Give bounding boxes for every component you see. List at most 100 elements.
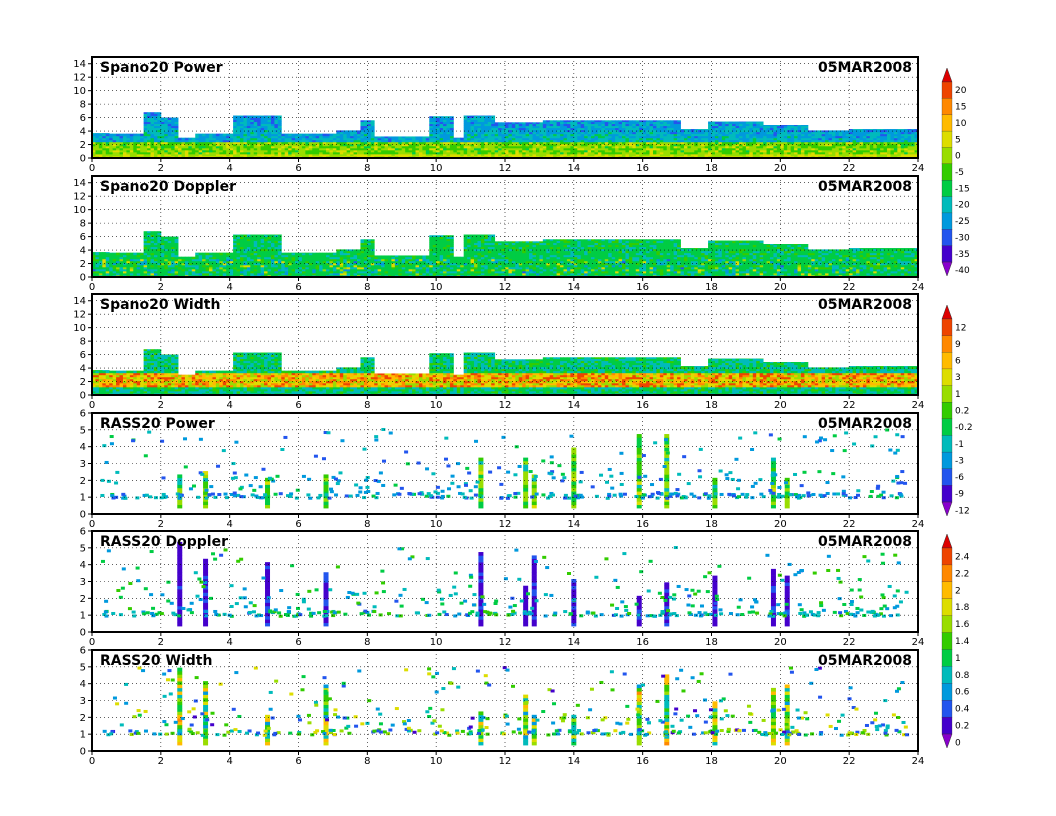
heatmap-cell: [831, 149, 836, 153]
heatmap-cell: [714, 151, 719, 155]
heatmap-cell: [783, 131, 788, 135]
heatmap-cell: [797, 131, 802, 135]
heatmap-cell: [563, 135, 568, 139]
heatmap-cell: [732, 123, 736, 127]
heatmap-cell: [463, 137, 468, 141]
heatmap-cell: [501, 135, 506, 139]
heatmap-cell: [119, 137, 124, 141]
heatmap-cell: [604, 147, 609, 151]
heatmap-cell: [140, 151, 145, 155]
heatmap-cell: [780, 139, 785, 143]
heatmap-cell: [911, 153, 915, 157]
heatmap-cell: [246, 246, 251, 250]
heatmap-cell: [763, 131, 767, 135]
heatmap-cell: [732, 149, 736, 153]
heatmap-cell: [601, 149, 606, 153]
heatmap-cell: [116, 135, 120, 139]
heatmap-cell: [670, 125, 675, 129]
heatmap-cell: [673, 139, 678, 143]
heatmap-cell: [250, 260, 255, 264]
heatmap-cell: [556, 139, 561, 143]
heatmap-cell: [122, 133, 127, 137]
heatmap-cell: [735, 143, 740, 147]
heatmap-cell: [522, 143, 527, 147]
heatmap-cell: [233, 266, 237, 270]
heatmap-cell: [136, 141, 141, 145]
heatmap-cell: [584, 125, 588, 129]
heatmap-cell: [129, 135, 134, 139]
heatmap-cell: [553, 147, 558, 151]
heatmap-cell: [295, 143, 299, 147]
heatmap-cell: [697, 151, 702, 155]
heatmap-cell: [353, 151, 358, 155]
heatmap-cell: [98, 260, 103, 264]
heatmap-cell: [697, 139, 702, 143]
heatmap-cell: [174, 151, 179, 155]
heatmap-cell: [659, 143, 664, 147]
heatmap-cell: [143, 254, 148, 258]
heatmap-cell: [250, 252, 255, 256]
heatmap-cell: [608, 139, 613, 143]
heatmap-cell: [191, 266, 196, 270]
heatmap-cell: [601, 139, 606, 143]
heatmap-cell: [195, 135, 200, 139]
heatmap-cell: [814, 139, 819, 143]
heatmap-cell: [270, 139, 275, 143]
heatmap-cell: [556, 149, 561, 153]
heatmap-cell: [604, 137, 609, 141]
heatmap-cell: [880, 139, 884, 143]
heatmap-cell: [484, 115, 489, 118]
heatmap-cell: [556, 120, 561, 123]
heatmap-cell: [659, 137, 664, 141]
heatmap-cell: [900, 153, 905, 157]
heatmap-cell: [425, 145, 430, 149]
heatmap-cell: [794, 141, 798, 145]
heatmap-cell: [136, 272, 141, 276]
heatmap-cell: [377, 149, 382, 153]
heatmap-cell: [267, 125, 272, 129]
heatmap-cell: [467, 137, 471, 141]
heatmap-cell: [601, 153, 606, 157]
heatmap-cell: [281, 149, 286, 153]
heatmap-cell: [143, 145, 148, 149]
heatmap-cell: [501, 141, 506, 145]
heatmap-cell: [518, 149, 523, 153]
heatmap-cell: [260, 246, 265, 250]
heatmap-cell: [274, 123, 279, 127]
heatmap-cell: [140, 256, 145, 260]
heatmap-cell: [233, 236, 237, 240]
heatmap-cell: [363, 147, 368, 151]
heatmap-cell: [236, 256, 241, 260]
heatmap-cell: [105, 133, 110, 137]
heatmap-cell: [226, 260, 231, 264]
heatmap-cell: [178, 270, 182, 274]
heatmap-cell: [253, 238, 258, 242]
heatmap-cell: [618, 153, 623, 157]
heatmap-cell: [377, 137, 382, 141]
heatmap-cell: [714, 143, 719, 147]
heatmap-cell: [573, 123, 578, 127]
heatmap-cell: [587, 153, 592, 157]
heatmap-cell: [274, 143, 279, 147]
heatmap-cell: [697, 147, 702, 151]
heatmap-cell: [398, 153, 403, 157]
heatmap-cell: [480, 141, 485, 145]
heatmap-cell: [467, 139, 471, 143]
heatmap-cell: [153, 266, 158, 270]
heatmap-cell: [284, 268, 289, 272]
heatmap-cell: [167, 125, 172, 129]
heatmap-cell: [460, 137, 465, 141]
heatmap-cell: [274, 270, 279, 274]
heatmap-cell: [446, 139, 451, 143]
heatmap-cell: [704, 153, 709, 157]
heatmap-cell: [436, 117, 441, 121]
heatmap-cell: [429, 139, 434, 143]
heatmap-cell: [143, 133, 148, 137]
heatmap-cell: [439, 137, 444, 141]
heatmap-cell: [893, 129, 898, 131]
heatmap-cell: [522, 122, 527, 125]
heatmap-cell: [233, 153, 237, 157]
heatmap-cell: [209, 143, 213, 147]
heatmap-cell: [794, 151, 798, 155]
heatmap-cell: [625, 141, 630, 145]
